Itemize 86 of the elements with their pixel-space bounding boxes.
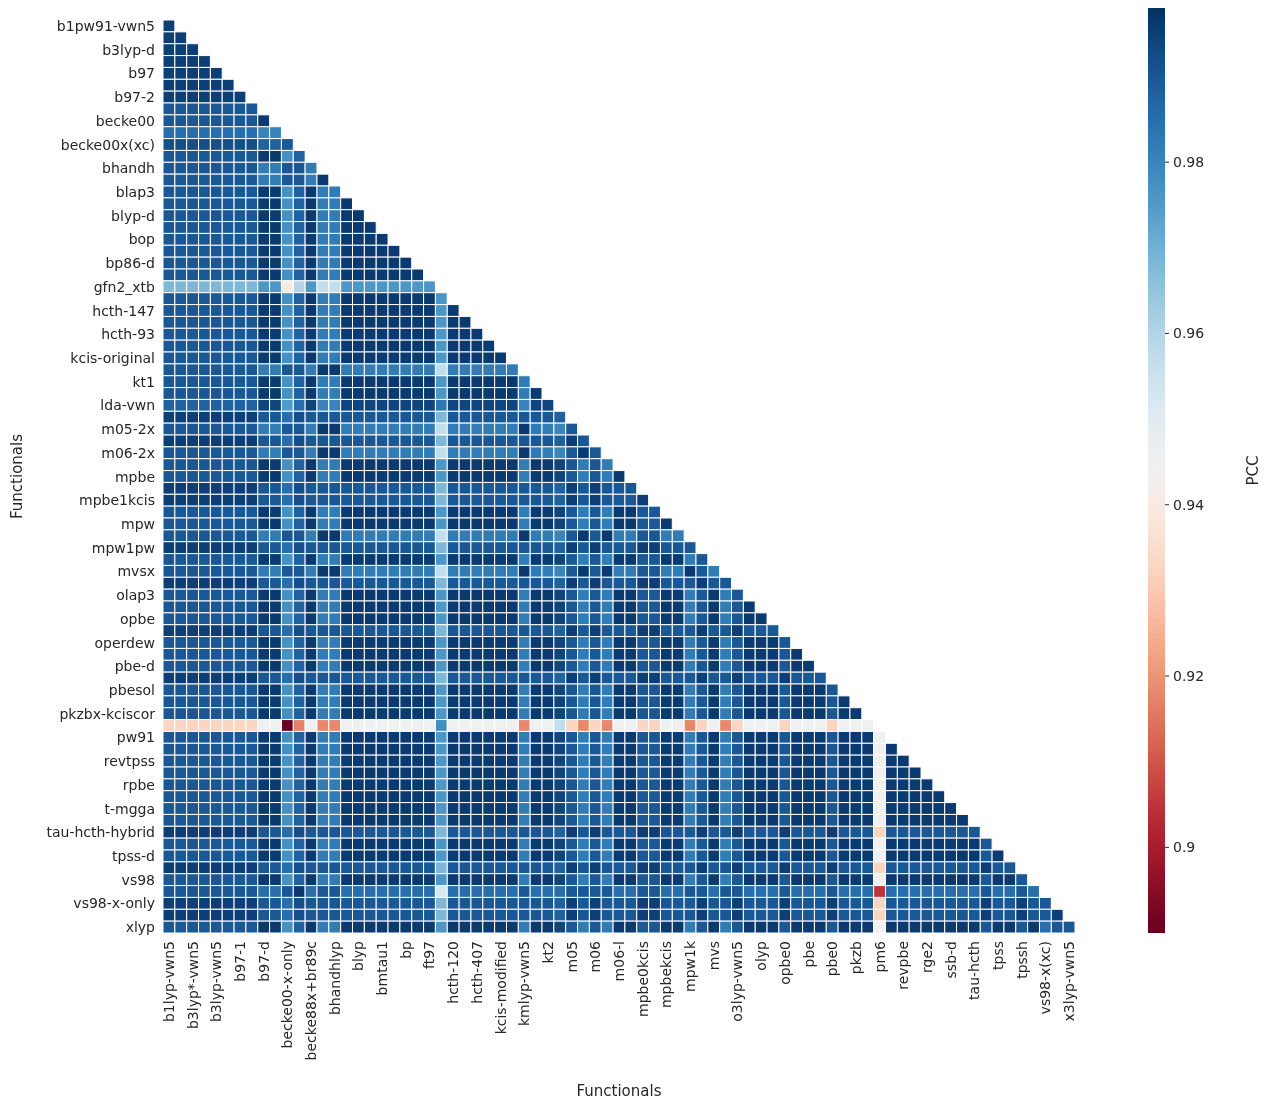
x-axis-title: Functionals (576, 1082, 662, 1100)
x-tick-label: mpbe0kcis (634, 941, 651, 1017)
x-tick-label: m06 (587, 940, 604, 973)
x-tick-label: mpbekcis (658, 941, 675, 1009)
y-tick-label: b1pw91-vwn5 (56, 17, 155, 34)
x-tick-label: bp (397, 940, 414, 959)
y-tick-label: bhandh (102, 160, 155, 177)
x-tick-label: kcis-modified (492, 941, 509, 1035)
color-bar-label: 0.9 (1173, 839, 1196, 856)
y-tick-label: b97 (128, 65, 155, 82)
x-tick-label: kmlyp-vwn5 (516, 941, 533, 1026)
y-tick-label: rpbe (122, 776, 155, 793)
y-tick-label: bp86-d (105, 255, 155, 272)
y-tick-label: b3lyp-d (102, 41, 155, 58)
x-tick-label: blyp (350, 940, 367, 971)
x-tick-label: b3lyp*-vwn5 (184, 941, 201, 1030)
x-tick-label: pbe0 (824, 941, 841, 977)
x-tick-label: b97-d (255, 941, 272, 982)
color-bar-label: 0.96 (1173, 325, 1205, 342)
x-tick-label: x3lyp-vwn5 (1061, 941, 1078, 1022)
y-tick-label: m05-2x (101, 421, 155, 438)
x-tick-label: hcth-407 (468, 941, 485, 1004)
x-tick-label: m05 (563, 941, 580, 973)
y-tick-label: blap3 (115, 183, 155, 200)
color-bar-label: 0.98 (1173, 154, 1205, 171)
x-tick-label: pkzb (847, 940, 864, 975)
y-axis-title: Functionals (8, 433, 26, 519)
y-tick-label: pbe-d (114, 658, 155, 675)
y-tick-label: gfn2_xtb (93, 278, 156, 295)
y-tick-label: pw91 (116, 729, 155, 746)
x-tick-label: ssb-d (942, 941, 959, 979)
y-tick-label: tpss-d (112, 847, 155, 864)
y-tick-label: vs98-x-only (73, 895, 155, 912)
y-tick-label: hcth-147 (92, 302, 155, 319)
x-tick-label: mpw1k (682, 940, 699, 992)
x-tick-label: bmtau1 (374, 941, 391, 996)
x-tick-label: hcth-120 (445, 941, 462, 1004)
y-tick-label: vs98 (121, 871, 155, 888)
y-tick-label: pkzbx-kciscor (59, 705, 156, 722)
color-bar-label: 0.92 (1173, 668, 1205, 685)
y-tick-label: operdew (94, 634, 155, 651)
y-tick-label: hcth-93 (101, 326, 155, 343)
y-tick-label: kcis-original (70, 349, 155, 366)
y-tick-label: becke00 (95, 112, 155, 129)
y-tick-label: mpbe1kcis (79, 492, 155, 509)
color-bar-label: 0.94 (1173, 496, 1205, 513)
x-tick-label: olyp (753, 940, 770, 971)
x-tick-label: becke88x+br89c (303, 941, 320, 1061)
x-tick-label: ft97 (421, 941, 438, 969)
y-tick-label: m06-2x (101, 444, 155, 461)
x-tick-label: mvs (705, 941, 722, 971)
x-tick-label: tpssh (1013, 941, 1030, 979)
y-tick-label: tau-hcth-hybrid (46, 824, 155, 841)
x-tick-label: b97-1 (231, 941, 248, 982)
y-tick-label: mvsx (117, 563, 155, 580)
x-tick-label: tau-hcth (966, 941, 983, 1000)
y-tick-label: blyp-d (111, 207, 155, 224)
x-tick-label: o3lyp-vwn5 (729, 941, 746, 1022)
y-tick-label: mpw1pw (91, 539, 155, 556)
x-tick-label: b3lyp-vwn5 (208, 941, 225, 1023)
x-tick-label: pm6 (871, 940, 888, 973)
y-tick-label: mpw (121, 515, 155, 532)
y-tick-label: xlyp (125, 919, 156, 936)
x-tick-label: pbe (800, 941, 817, 968)
y-tick-label: olap3 (116, 587, 155, 604)
y-tick-label: kt1 (132, 373, 155, 390)
y-tick-label: lda-vwn (100, 397, 155, 414)
x-tick-label: tpss (990, 941, 1007, 970)
x-tick-label: vs98-x(xc) (1037, 941, 1054, 1015)
x-tick-label: kt2 (539, 941, 556, 964)
y-tick-label: becke00x(xc) (60, 136, 155, 153)
x-tick-label: bhandhlyp (326, 940, 343, 1016)
x-tick-label: opbe0 (776, 941, 793, 985)
x-tick-label: revpbe (895, 941, 912, 990)
y-tick-label: pbesol (108, 681, 155, 698)
y-tick-label: mpbe (114, 468, 155, 485)
x-tick-label: m06-l (611, 941, 627, 982)
y-tick-label: b97-2 (114, 89, 155, 106)
x-tick-label: rge2 (918, 941, 935, 973)
y-tick-label: opbe (120, 610, 155, 627)
x-tick-label: b1lyp-vwn5 (160, 941, 177, 1023)
y-tick-label: bop (128, 231, 156, 248)
x-tick-label: becke00-x-only (279, 941, 296, 1049)
color-bar-title: PCC (1244, 455, 1262, 486)
y-tick-label: revtpss (103, 753, 155, 770)
y-tick-label: t-mgga (104, 800, 155, 817)
